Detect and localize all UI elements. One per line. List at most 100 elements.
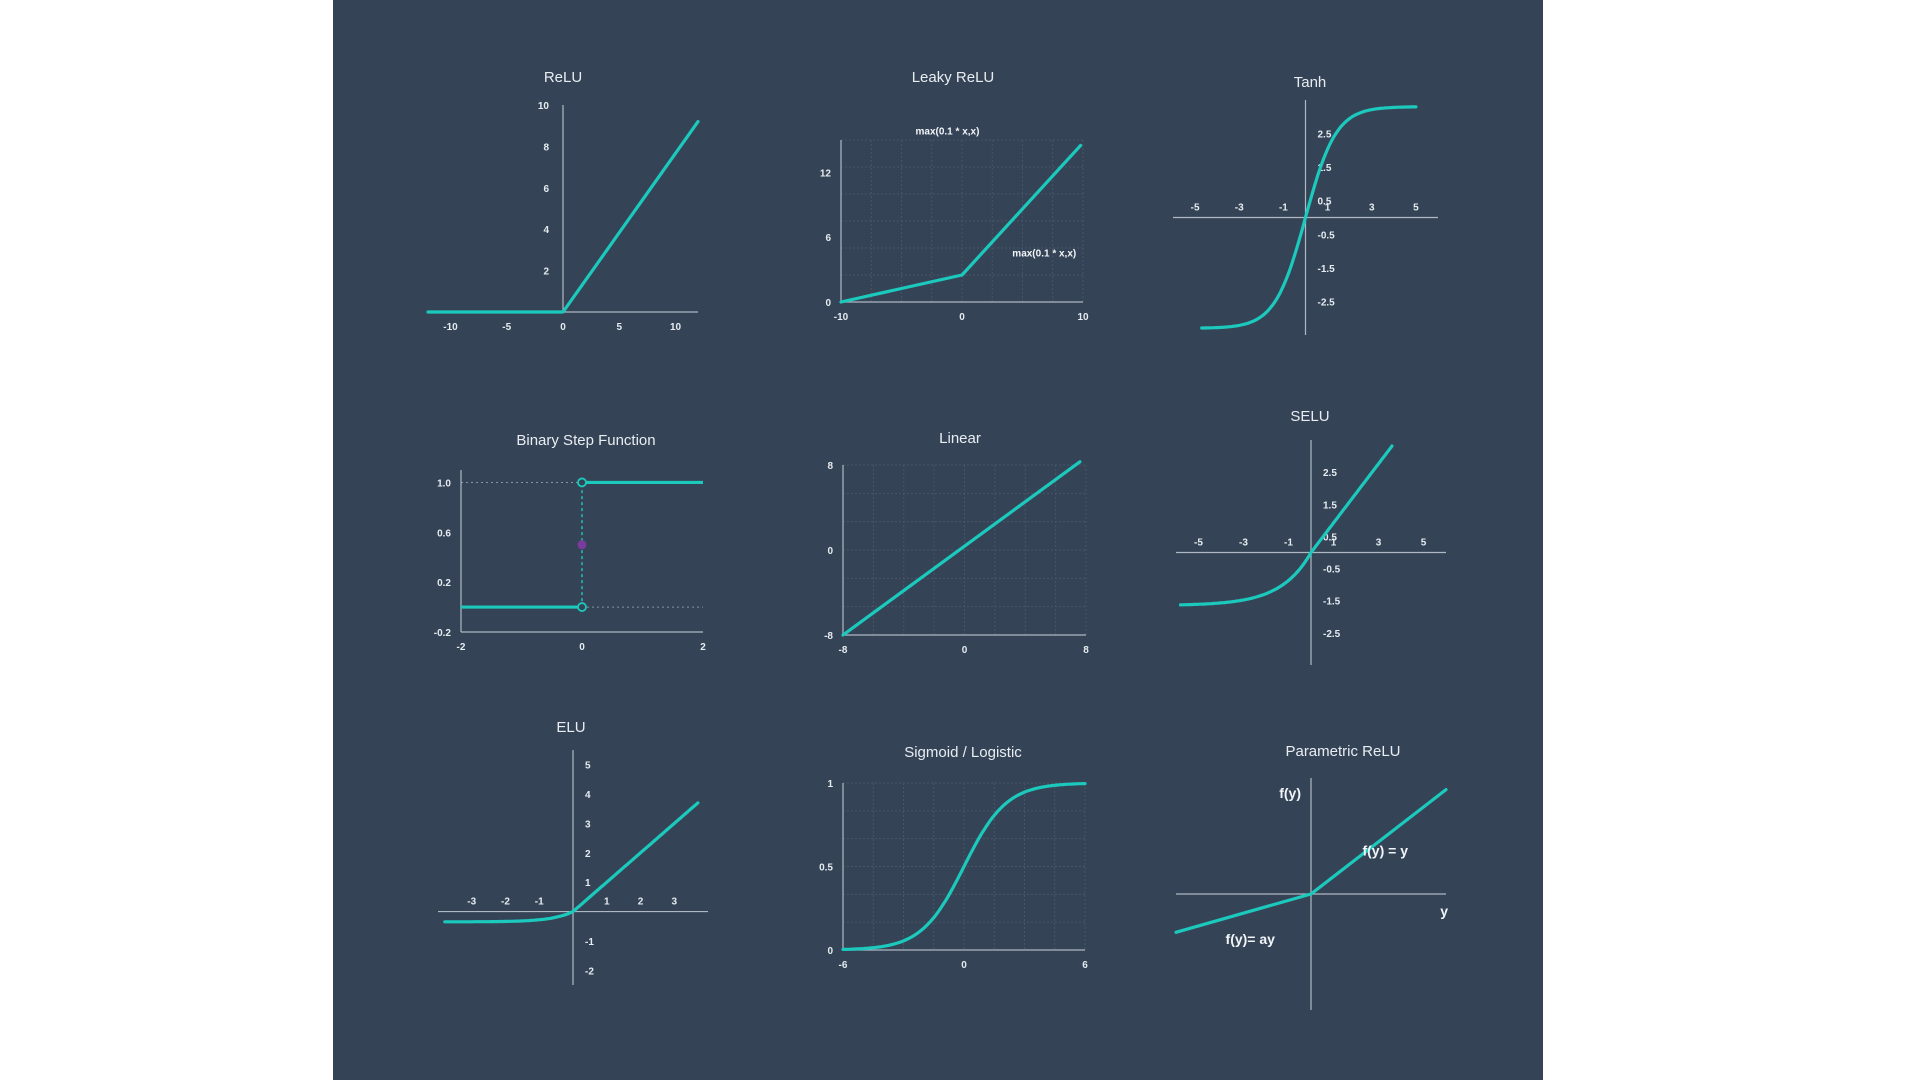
y-tick-label: 0.5 bbox=[1318, 197, 1332, 208]
x-tick-label: 0 bbox=[560, 322, 566, 333]
y-tick-label: 6 bbox=[543, 184, 549, 195]
y-tick-label: 8 bbox=[827, 461, 833, 472]
x-tick-label: -10 bbox=[443, 322, 458, 333]
axes bbox=[428, 105, 698, 313]
axes bbox=[842, 465, 1086, 636]
chart-title: Linear bbox=[939, 430, 981, 447]
y-tick-label: 0.2 bbox=[437, 578, 451, 589]
x-tick-label: 8 bbox=[1083, 645, 1089, 656]
x-tick-label: 5 bbox=[616, 322, 622, 333]
chart-title: ReLU bbox=[544, 69, 582, 86]
y-tick-label: 6 bbox=[825, 233, 831, 244]
y-tick-label: -0.2 bbox=[434, 628, 452, 639]
chart-panel-linear: Linear -8 0 8 8 0 -8 bbox=[824, 430, 1089, 656]
x-tick-label: -3 bbox=[1235, 203, 1244, 214]
chart-panel-prelu: Parametric ReLU f(y) = y f(y)= ay f(y) y bbox=[1174, 743, 1448, 1010]
y-tick-label: -0.5 bbox=[1318, 230, 1336, 241]
x-axis-label: y bbox=[1440, 903, 1448, 919]
y-tick-label: -2 bbox=[585, 966, 594, 977]
axes bbox=[460, 470, 703, 633]
x-tick-label: -3 bbox=[467, 897, 476, 908]
chart-title: Parametric ReLU bbox=[1285, 743, 1400, 760]
x-tick-label: -2 bbox=[501, 897, 510, 908]
y-tick-label: 0.5 bbox=[819, 863, 833, 874]
y-tick-label: 4 bbox=[543, 225, 549, 236]
y-tick-label: -1.5 bbox=[1318, 264, 1336, 275]
series-line bbox=[1174, 787, 1448, 934]
annotation: max(0.1 * x,x) bbox=[1012, 249, 1076, 260]
x-tick-label: 0 bbox=[579, 642, 585, 653]
series-line bbox=[839, 143, 1083, 304]
guide-lines bbox=[461, 481, 703, 608]
x-tick-label: -5 bbox=[502, 322, 511, 333]
chart-panel-sigmoid: Sigmoid / Logistic -6 0 6 1 0.5 0 bbox=[819, 744, 1088, 971]
y-tick-label: 1.5 bbox=[1318, 163, 1332, 174]
x-tick-label: -5 bbox=[1191, 203, 1200, 214]
x-tick-label: 0 bbox=[962, 645, 968, 656]
y-tick-label: 0 bbox=[827, 946, 833, 957]
chart-title: Binary Step Function bbox=[516, 432, 655, 449]
y-tick-label: 1 bbox=[585, 878, 591, 889]
y-tick-label: -2.5 bbox=[1318, 297, 1336, 308]
y-tick-label: 1.5 bbox=[1323, 500, 1337, 511]
y-tick-label: 2 bbox=[543, 267, 549, 278]
x-tick-label: 3 bbox=[1369, 203, 1375, 214]
y-tick-label: 8 bbox=[543, 142, 549, 153]
y-tick-label: 1 bbox=[827, 779, 833, 790]
x-tick-label: -10 bbox=[834, 312, 849, 323]
annotation: f(y) = y bbox=[1362, 843, 1408, 859]
axes bbox=[840, 140, 1083, 303]
y-tick-label: 0.5 bbox=[1323, 532, 1337, 543]
x-tick-label: 1 bbox=[1325, 203, 1331, 214]
x-tick-label: 10 bbox=[1077, 312, 1089, 323]
x-tick-label: 2 bbox=[700, 642, 706, 653]
axes bbox=[438, 750, 708, 985]
x-tick-label: -1 bbox=[535, 897, 544, 908]
y-tick-label: 12 bbox=[820, 168, 832, 179]
x-tick-label: -3 bbox=[1239, 538, 1248, 549]
y-axis-label: f(y) bbox=[1279, 785, 1301, 801]
chart-panel-tanh: Tanh -5 -3 -1 1 3 5 2.5 1.5 0.5 -0.5 -1.5 -2.5 bbox=[1173, 74, 1438, 335]
y-tick-label: -0.5 bbox=[1323, 565, 1341, 576]
y-tick-label: 4 bbox=[585, 790, 591, 801]
chart-panel-relu: ReLU -10 -5 0 5 10 2 4 6 8 10 bbox=[426, 69, 700, 333]
chart-panel-elu: ELU -3 -2 -1 1 2 3 5 4 3 2 1 -1 -2 bbox=[438, 719, 708, 985]
x-tick-label: 6 bbox=[1082, 960, 1088, 971]
x-tick-label: 5 bbox=[1421, 538, 1427, 549]
x-tick-label: 2 bbox=[638, 897, 644, 908]
x-tick-label: 5 bbox=[1413, 203, 1419, 214]
x-tick-label: -2 bbox=[457, 642, 466, 653]
series-line bbox=[841, 781, 1087, 952]
y-tick-label: -1.5 bbox=[1323, 597, 1341, 608]
y-tick-label: 3 bbox=[585, 819, 591, 830]
y-tick-label: -1 bbox=[585, 937, 594, 948]
chart-panel-step: Binary Step Function -2 0 2 1.0 0.6 0.2 -0.2 bbox=[434, 432, 706, 653]
chart-title: Tanh bbox=[1294, 74, 1327, 91]
y-tick-label: 1.0 bbox=[437, 478, 451, 489]
x-tick-label: 3 bbox=[1376, 538, 1382, 549]
y-tick-label: 0 bbox=[827, 546, 833, 557]
x-tick-label: -1 bbox=[1279, 203, 1288, 214]
x-tick-label: -1 bbox=[1284, 538, 1293, 549]
chart-title: Sigmoid / Logistic bbox=[904, 744, 1022, 761]
x-tick-label: 10 bbox=[670, 322, 682, 333]
x-tick-label: -6 bbox=[839, 960, 848, 971]
series-line bbox=[1200, 105, 1418, 330]
chart-title: ELU bbox=[556, 719, 585, 736]
open-point bbox=[577, 602, 587, 612]
y-tick-label: 2.5 bbox=[1318, 130, 1332, 141]
axes bbox=[842, 783, 1085, 951]
x-tick-label: -8 bbox=[839, 645, 848, 656]
y-tick-label: -8 bbox=[824, 631, 833, 642]
y-tick-label: 10 bbox=[538, 101, 550, 112]
x-tick-label: 1 bbox=[1331, 538, 1337, 549]
x-tick-label: 0 bbox=[961, 960, 967, 971]
y-tick-label: 5 bbox=[585, 761, 591, 772]
series-line bbox=[443, 801, 700, 924]
open-point bbox=[577, 477, 587, 488]
y-tick-label: 2 bbox=[585, 849, 591, 860]
y-tick-label: -2.5 bbox=[1323, 629, 1341, 640]
chart-panel-selu: SELU -5 -3 -1 1 3 5 2.5 1.5 0.5 -0.5 -1.5 -2.5 bbox=[1176, 408, 1446, 665]
